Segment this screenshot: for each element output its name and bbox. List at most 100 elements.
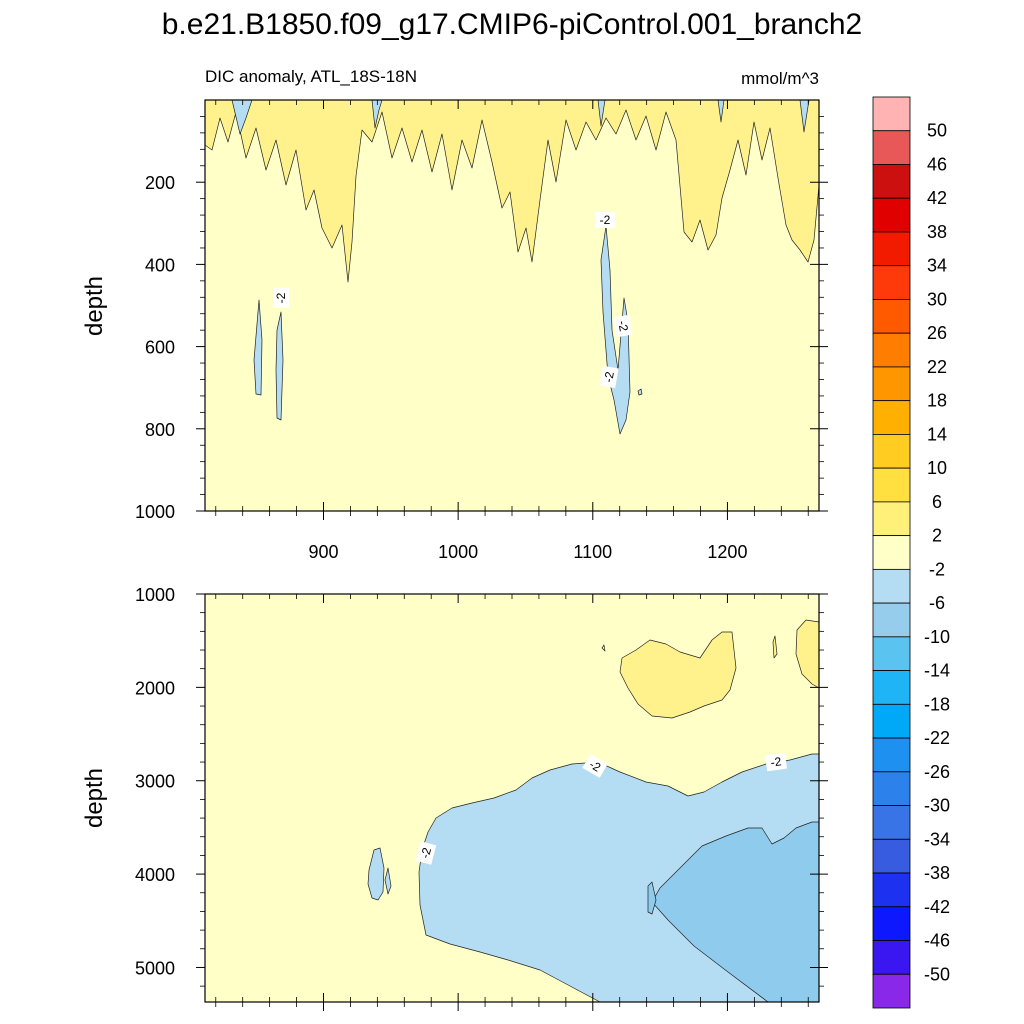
lower-deeper-negative-region <box>651 821 819 1002</box>
contour-label: -2 <box>415 841 437 865</box>
upper-neg-streak-3 <box>597 100 606 127</box>
y-tick-label: 1000 <box>135 502 175 522</box>
main-title: b.e21.B1850.f09_g17.CMIP6-piControl.001_… <box>162 8 863 41</box>
contour-label: -2 <box>764 752 788 772</box>
y-tick-label: 3000 <box>135 772 175 792</box>
colorbar-label: -22 <box>924 728 950 748</box>
colorbar-label: 22 <box>927 357 947 377</box>
y-tick-label: 4000 <box>135 865 175 885</box>
colorbar-label: 18 <box>927 391 947 411</box>
upper-neg-streak-2 <box>371 100 383 129</box>
colorbar-label: -46 <box>924 931 950 951</box>
lower-positive-patch-c <box>772 635 778 659</box>
contour-label: -2 <box>582 754 608 778</box>
upper-y-axis-title: depth <box>81 276 108 336</box>
colorbar-label: -50 <box>924 964 950 984</box>
subtitle-left: DIC anomaly, ATL_18S-18N <box>205 67 417 86</box>
contour-label: -2 <box>273 288 289 308</box>
colorbar-label: -2 <box>929 559 945 579</box>
colorbar-box <box>872 96 911 132</box>
colorbar-box <box>872 703 911 739</box>
colorbar-box <box>872 501 911 537</box>
colorbar-box <box>872 940 911 975</box>
svg-text:-2: -2 <box>770 754 783 769</box>
colorbar-box <box>872 265 911 300</box>
upper-panel: 200 400 600 800 1000 900 1000 1100 1200 depth -… <box>81 99 828 562</box>
colorbar-box <box>872 805 911 840</box>
colorbar-box <box>872 973 911 1009</box>
lower-y-tick-labels: 1000 2000 3000 4000 5000 <box>135 585 175 978</box>
y-tick-label: 400 <box>145 255 175 275</box>
x-tick-label: 1000 <box>438 542 478 562</box>
upper-neg-patch-b <box>275 311 284 421</box>
colorbar-box <box>872 400 911 435</box>
colorbar-label: 14 <box>927 424 947 444</box>
colorbar-box <box>872 602 911 638</box>
svg-text:-2: -2 <box>418 846 434 860</box>
lower-positive-patch-a <box>619 631 737 719</box>
colorbar-label: -30 <box>924 796 950 816</box>
colorbar-box <box>872 771 911 806</box>
lower-ticks <box>196 593 828 1011</box>
colorbar-label: 50 <box>927 121 947 141</box>
colorbar-label: 38 <box>927 222 947 242</box>
y-tick-label: 800 <box>145 420 175 440</box>
y-tick-label: 5000 <box>135 958 175 978</box>
lower-positive-patch-d <box>601 644 606 652</box>
colorbar-label: 6 <box>932 492 942 512</box>
x-tick-label: 900 <box>308 542 338 562</box>
lower-neg-patch-b <box>384 867 392 895</box>
contour-label: -2 <box>599 365 619 389</box>
lower-y-axis-title: depth <box>81 768 108 828</box>
colorbar-box <box>872 906 911 941</box>
units-label: mmol/m^3 <box>741 69 819 88</box>
lower-panel: 1000 2000 3000 4000 5000 depth -2 -2 -2 <box>81 585 828 1011</box>
y-tick-label: 200 <box>145 173 175 193</box>
upper-ticks <box>196 100 828 520</box>
y-tick-label: 2000 <box>135 678 175 698</box>
colorbar-label: -6 <box>929 593 945 613</box>
svg-text:-2: -2 <box>601 370 617 383</box>
colorbar-label: -18 <box>924 694 950 714</box>
contour-label: -2 <box>595 212 615 228</box>
upper-neg-streak-1 <box>231 100 253 135</box>
colorbar-label: -38 <box>924 863 950 883</box>
colorbar: 50 46 42 38 34 30 26 22 18 14 10 6 2 -2 -6 -10 -14 -18 -22… <box>872 96 950 1009</box>
svg-text:-2: -2 <box>600 213 611 227</box>
colorbar-label: 10 <box>927 458 947 478</box>
colorbar-box <box>872 366 911 402</box>
colorbar-label: -26 <box>924 762 950 782</box>
colorbar-box <box>872 231 911 267</box>
lower-neg-patch-a <box>367 847 385 901</box>
lower-positive-patch-b <box>795 619 819 689</box>
colorbar-box <box>872 838 911 874</box>
x-tick-label: 1200 <box>707 542 747 562</box>
colorbar-label: 42 <box>927 188 947 208</box>
colorbar-label: -10 <box>924 627 950 647</box>
x-tick-label: 1100 <box>573 542 612 562</box>
colorbar-box <box>872 670 911 705</box>
colorbar-label: 30 <box>927 289 947 309</box>
colorbar-box <box>872 872 911 908</box>
colorbar-box <box>872 467 911 503</box>
colorbar-box <box>872 636 911 671</box>
lower-contour-labels: -2 -2 -2 <box>415 752 788 865</box>
upper-neg-patch-a <box>253 299 263 396</box>
upper-contour-labels: -2 -2 -2 -2 <box>273 212 633 389</box>
svg-text:-2: -2 <box>615 320 631 333</box>
colorbar-box <box>872 434 911 469</box>
upper-x-tick-labels: 900 1000 1100 1200 <box>308 542 747 562</box>
colorbar-box <box>872 568 911 604</box>
colorbar-label: 34 <box>927 256 947 276</box>
colorbar-label: -14 <box>924 661 950 681</box>
colorbar-label: 46 <box>927 154 947 174</box>
colorbar-label: 26 <box>927 323 947 343</box>
upper-y-tick-labels: 200 400 600 800 1000 <box>135 173 175 522</box>
colorbar-box <box>872 332 911 368</box>
y-tick-label: 600 <box>145 338 175 358</box>
upper-positive-band <box>205 100 819 283</box>
upper-neg-patch-d <box>637 388 643 396</box>
colorbar-box <box>872 535 911 570</box>
colorbar-box <box>872 197 911 233</box>
